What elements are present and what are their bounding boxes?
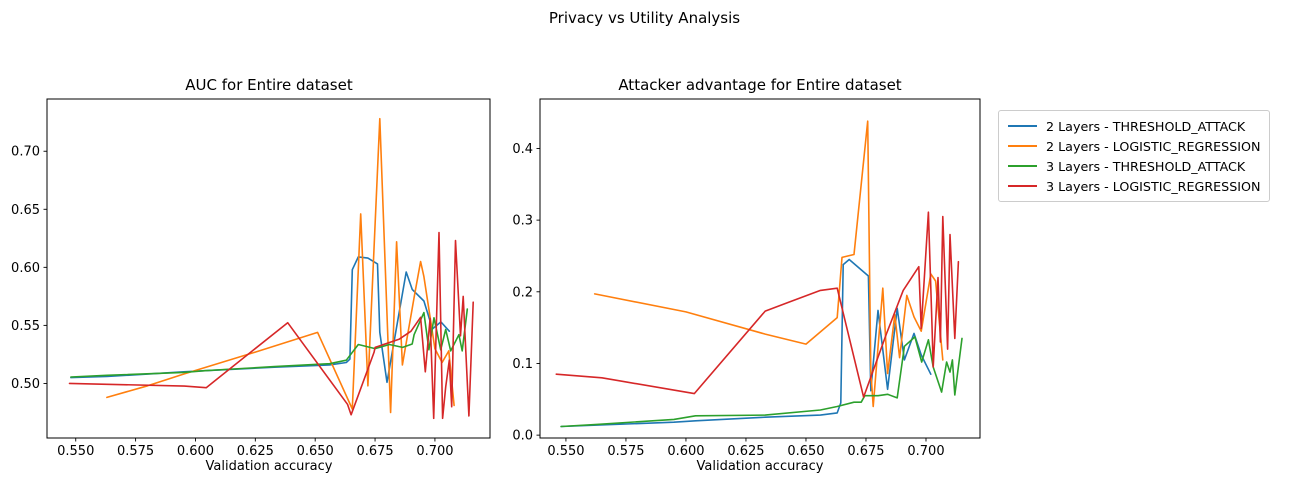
legend-entry-label: 2 Layers - LOGISTIC_REGRESSION — [1046, 138, 1261, 154]
series-line-3-layers-threshold-attack — [70, 308, 469, 378]
y-tick-label: 0.70 — [11, 145, 40, 160]
x-tick-label: 0.675 — [847, 444, 884, 459]
y-tick-label: 0.60 — [11, 261, 40, 276]
legend-entry-label: 2 Layers - THRESHOLD_ATTACK — [1046, 118, 1246, 134]
legend-line-sample — [1008, 165, 1037, 167]
legend-entry-0: 2 Layers - THRESHOLD_ATTACK — [1008, 116, 1260, 136]
x-tick-label: 0.625 — [237, 444, 274, 459]
advantage-chart-xlabel: Validation accuracy — [696, 459, 824, 474]
y-tick-label: 0.55 — [11, 319, 40, 334]
x-tick-label: 0.550 — [547, 444, 584, 459]
series-line-3-layers-threshold-attack — [560, 336, 963, 428]
auc-chart-xlabel: Validation accuracy — [205, 459, 333, 474]
y-tick-label: 0.1 — [512, 357, 533, 372]
auc-chart-title: AUC for Entire dataset — [185, 76, 353, 94]
y-tick-label: 0.3 — [512, 214, 533, 229]
x-tick-label: 0.600 — [667, 444, 704, 459]
legend-entry-3: 3 Layers - LOGISTIC_REGRESSION — [1008, 176, 1260, 196]
legend-entry-label: 3 Layers - LOGISTIC_REGRESSION — [1046, 178, 1261, 194]
x-tick-label: 0.700 — [416, 444, 453, 459]
legend-line-sample — [1008, 125, 1037, 127]
subplot-0: 0.550 0.575 0.600 0.625 0.650 0.675 0.700 0.50 0… — [11, 98, 491, 459]
legend-entry-label: 3 Layers - THRESHOLD_ATTACK — [1046, 158, 1246, 174]
x-tick-label: 0.550 — [57, 444, 94, 459]
legend-line-sample — [1008, 185, 1037, 187]
legend-entry-2: 3 Layers - THRESHOLD_ATTACK — [1008, 156, 1260, 176]
series-line-2-layers-logistic-regression — [593, 120, 944, 408]
x-tick-label: 0.600 — [177, 444, 214, 459]
series-line-3-layers-logistic-regression — [555, 211, 960, 398]
series-line-2-layers-logistic-regression — [106, 117, 455, 414]
y-tick-label: 0.0 — [512, 429, 533, 444]
y-tick-label: 0.50 — [11, 377, 40, 392]
plot-border — [539, 98, 981, 439]
advantage-chart-title: Attacker advantage for Entire dataset — [618, 76, 902, 94]
x-tick-label: 0.650 — [297, 444, 334, 459]
x-tick-label: 0.625 — [727, 444, 764, 459]
x-tick-label: 0.675 — [356, 444, 393, 459]
subplot-1: 0.550 0.575 0.600 0.625 0.650 0.675 0.700 0.0 0.… — [512, 98, 981, 459]
legend-entry-1: 2 Layers - LOGISTIC_REGRESSION — [1008, 136, 1260, 156]
y-tick-label: 0.4 — [512, 142, 533, 157]
x-tick-label: 0.575 — [117, 444, 154, 459]
series-line-3-layers-logistic-regression — [68, 231, 475, 420]
legend: 2 Layers - THRESHOLD_ATTACK 2 Layers - LO… — [998, 110, 1271, 202]
y-tick-label: 0.2 — [512, 285, 533, 300]
figure-suptitle: Privacy vs Utility Analysis — [548, 9, 741, 27]
y-tick-label: 0.65 — [11, 203, 40, 218]
x-tick-label: 0.650 — [787, 444, 824, 459]
legend-line-sample — [1008, 145, 1037, 147]
x-tick-label: 0.700 — [907, 444, 944, 459]
x-tick-label: 0.575 — [607, 444, 644, 459]
series-line-2-layers-threshold-attack — [560, 258, 932, 428]
plot-border — [46, 98, 491, 439]
